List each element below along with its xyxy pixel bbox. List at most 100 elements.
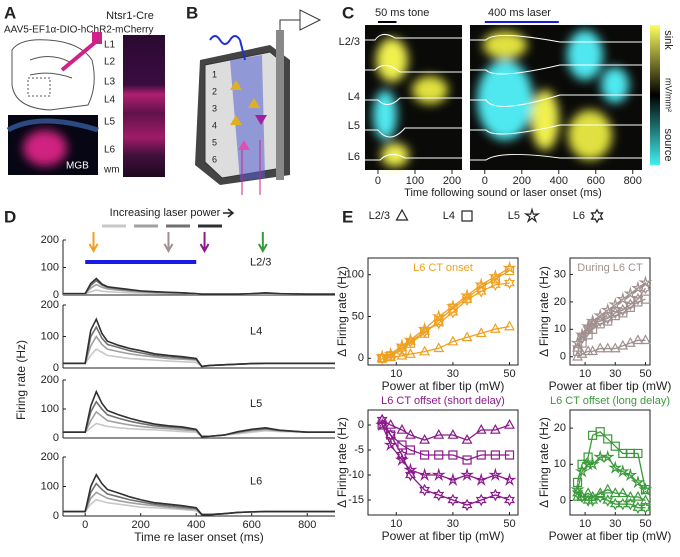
y-tick-label: 100 [41, 261, 59, 273]
marker [576, 331, 588, 344]
x-tick-label: 30 [447, 368, 459, 380]
legend-label: L2/3 [369, 210, 390, 222]
y-tick-label: -10 [348, 469, 364, 481]
panel-label: A [4, 3, 16, 22]
layer-label: L6 [250, 475, 262, 487]
layer-label: L3 [104, 77, 116, 88]
marker [433, 342, 445, 353]
construct: AAV5-EF1α-DIO-hChR2-mCherry [4, 25, 154, 36]
marker [385, 348, 397, 362]
plot-frame [569, 409, 651, 516]
layer-label: L1 [104, 40, 116, 51]
x-tick-label: 30 [609, 368, 621, 380]
series-line [381, 267, 510, 358]
marker [403, 462, 418, 476]
x-tick-label: 10 [579, 368, 591, 380]
marker [593, 308, 608, 322]
marker [640, 501, 651, 515]
marker [448, 450, 458, 460]
marker [376, 413, 388, 424]
x-tick-label: 0 [375, 175, 381, 187]
y-tick-label: 200 [41, 451, 59, 463]
marker [632, 292, 644, 306]
x-tick-label: 100 [406, 175, 424, 187]
marker [610, 441, 620, 451]
marker [475, 285, 487, 298]
marker [461, 331, 473, 342]
marker [594, 342, 606, 353]
marker [375, 349, 390, 363]
y-tick-label: 0 [53, 510, 59, 522]
marker [504, 418, 515, 429]
layer-number: 6 [212, 154, 217, 164]
circuit-drawing [195, 9, 322, 195]
marker [420, 450, 430, 460]
y-tick-label: 200 [41, 234, 59, 246]
legend-marker [461, 210, 473, 222]
colorbar-label: source [662, 128, 674, 161]
marker [488, 467, 503, 481]
layer-label: L5 [104, 117, 116, 128]
marker [640, 281, 651, 295]
marker [419, 483, 431, 497]
marker [633, 448, 643, 459]
panel-label: B [186, 3, 198, 22]
marker [600, 302, 615, 317]
marker [587, 345, 599, 356]
marker [394, 452, 410, 466]
marker [462, 455, 472, 465]
layer-label: L4 [348, 91, 360, 103]
series-line [63, 473, 335, 516]
x-tick-label: 600 [243, 519, 261, 531]
layer-number: 2 [212, 86, 217, 96]
marker [582, 494, 594, 507]
marker [375, 417, 390, 431]
y-tick-label: 100 [346, 269, 364, 281]
marker [640, 334, 651, 345]
y-tick-label: 200 [41, 374, 59, 386]
y-axis-label: Δ Firing rate (Hz) [335, 417, 349, 508]
y-tick-label: 0 [53, 362, 59, 374]
legend-marker [395, 208, 409, 221]
series-line [381, 419, 510, 441]
marker [624, 337, 636, 347]
mouse-line: Ntsr1-Cre [106, 10, 154, 22]
y-tick-label: 50 [352, 310, 364, 322]
marker [396, 349, 408, 360]
panel-label: D [4, 207, 16, 226]
marker [461, 293, 473, 307]
marker [396, 342, 408, 355]
y-tick-label: 0 [560, 351, 566, 363]
y-tick-label: 0 [358, 419, 364, 431]
series-line [63, 277, 335, 295]
marker [602, 494, 614, 507]
marker [475, 327, 487, 338]
marker [405, 348, 416, 358]
arrow [163, 232, 174, 254]
marker [419, 433, 431, 444]
marker [461, 433, 473, 444]
marker [570, 482, 585, 496]
marker [504, 493, 515, 507]
marker [638, 275, 653, 289]
marker [632, 490, 644, 501]
x-tick-label: 600 [587, 175, 605, 187]
marker [623, 286, 638, 300]
series-line [63, 389, 335, 438]
y-tick-label: 20 [554, 422, 566, 434]
marker [447, 335, 459, 346]
marker [445, 472, 460, 486]
panel-label: E [342, 207, 353, 226]
marker [489, 278, 501, 292]
marker [475, 423, 487, 434]
x-tick-label: 30 [609, 518, 621, 530]
layer-label: L2 [104, 57, 116, 68]
marker [447, 493, 459, 507]
x-tick-label: 200 [132, 519, 150, 531]
marker [383, 437, 398, 451]
marker [624, 497, 636, 511]
marker [385, 428, 397, 442]
marker [475, 493, 487, 507]
legend-label: L4 [443, 210, 455, 222]
